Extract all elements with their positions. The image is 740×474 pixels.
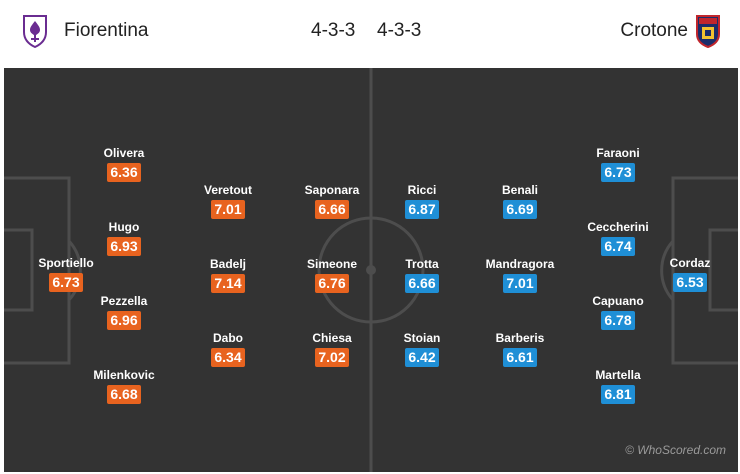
player-name: Hugo [108, 220, 140, 234]
home-player[interactable]: Milenkovic 6.68 [79, 368, 169, 404]
away-player[interactable]: Martella 6.81 [573, 368, 663, 404]
player-name: Badelj [209, 257, 246, 271]
player-name: Martella [595, 368, 641, 382]
home-player[interactable]: Dabo 6.34 [183, 331, 273, 367]
player-rating: 6.81 [601, 385, 635, 404]
player-name: Olivera [103, 146, 145, 160]
match-header: Fiorentina 4-3-3 4-3-3 Crotone [0, 0, 740, 64]
player-rating: 6.42 [405, 348, 439, 367]
home-formation: 4-3-3 [311, 20, 356, 41]
player-rating: 6.87 [405, 200, 439, 219]
player-name: Pezzella [100, 294, 148, 308]
player-name: Chiesa [312, 331, 352, 345]
away-player[interactable]: Ceccherini 6.74 [573, 220, 663, 256]
player-name: Sportiello [38, 256, 94, 270]
away-player[interactable]: Barberis 6.61 [475, 331, 565, 367]
player-rating: 6.53 [673, 273, 707, 292]
player-name: Stoian [403, 331, 441, 345]
home-player[interactable]: Badelj 7.14 [183, 257, 273, 293]
home-player[interactable]: Pezzella 6.96 [79, 294, 169, 330]
player-rating: 6.68 [107, 385, 141, 404]
home-team-name[interactable]: Fiorentina [64, 20, 149, 41]
player-rating: 6.73 [601, 163, 635, 182]
player-name: Saponara [304, 183, 360, 197]
player-name: Mandragora [485, 257, 555, 271]
player-rating: 6.96 [107, 311, 141, 330]
home-player[interactable]: Sportiello 6.73 [21, 256, 111, 292]
crotone-crest-icon[interactable] [695, 14, 721, 49]
home-player[interactable]: Saponara 6.66 [287, 183, 377, 219]
player-rating: 6.66 [405, 274, 439, 293]
player-name: Faraoni [596, 146, 640, 160]
player-rating: 6.74 [601, 237, 635, 256]
pitch: Sportiello 6.73 Olivera 6.36 Hugo 6.93 Pezzell… [4, 68, 738, 472]
home-player[interactable]: Olivera 6.36 [79, 146, 169, 182]
away-player[interactable]: Capuano 6.78 [573, 294, 663, 330]
player-name: Benali [501, 183, 538, 197]
player-rating: 6.78 [601, 311, 635, 330]
player-rating: 6.69 [503, 200, 537, 219]
player-rating: 6.66 [315, 200, 349, 219]
home-player[interactable]: Chiesa 7.02 [287, 331, 377, 367]
away-formation: 4-3-3 [377, 20, 422, 41]
player-name: Ricci [407, 183, 437, 197]
away-player[interactable]: Faraoni 6.73 [573, 146, 663, 182]
player-rating: 6.61 [503, 348, 537, 367]
player-name: Dabo [213, 331, 243, 345]
away-player[interactable]: Benali 6.69 [475, 183, 565, 219]
player-name: Capuano [592, 294, 644, 308]
away-player[interactable]: Stoian 6.42 [377, 331, 467, 367]
player-name: Milenkovic [93, 368, 155, 382]
home-player[interactable]: Veretout 7.01 [183, 183, 273, 219]
player-name: Ceccherini [587, 220, 649, 234]
player-name: Cordaz [669, 256, 711, 270]
away-player[interactable]: Trotta 6.66 [377, 257, 467, 293]
watermark: © WhoScored.com [625, 443, 726, 457]
home-player[interactable]: Simeone 6.76 [287, 257, 377, 293]
player-rating: 7.02 [315, 348, 349, 367]
away-team-name[interactable]: Crotone [620, 20, 688, 41]
away-player[interactable]: Mandragora 7.01 [475, 257, 565, 293]
player-rating: 7.01 [211, 200, 245, 219]
away-player[interactable]: Ricci 6.87 [377, 183, 467, 219]
player-rating: 6.34 [211, 348, 245, 367]
away-player[interactable]: Cordaz 6.53 [645, 256, 735, 292]
home-player[interactable]: Hugo 6.93 [79, 220, 169, 256]
player-rating: 7.01 [503, 274, 537, 293]
player-rating: 7.14 [211, 274, 245, 293]
player-rating: 6.76 [315, 274, 349, 293]
fiorentina-crest-icon[interactable] [22, 14, 48, 49]
player-rating: 6.73 [49, 273, 83, 292]
player-name: Simeone [306, 257, 357, 271]
player-name: Veretout [203, 183, 252, 197]
player-name: Trotta [405, 257, 439, 271]
player-rating: 6.36 [107, 163, 141, 182]
pitch-markings [4, 68, 738, 472]
player-name: Barberis [495, 331, 545, 345]
player-rating: 6.93 [107, 237, 141, 256]
